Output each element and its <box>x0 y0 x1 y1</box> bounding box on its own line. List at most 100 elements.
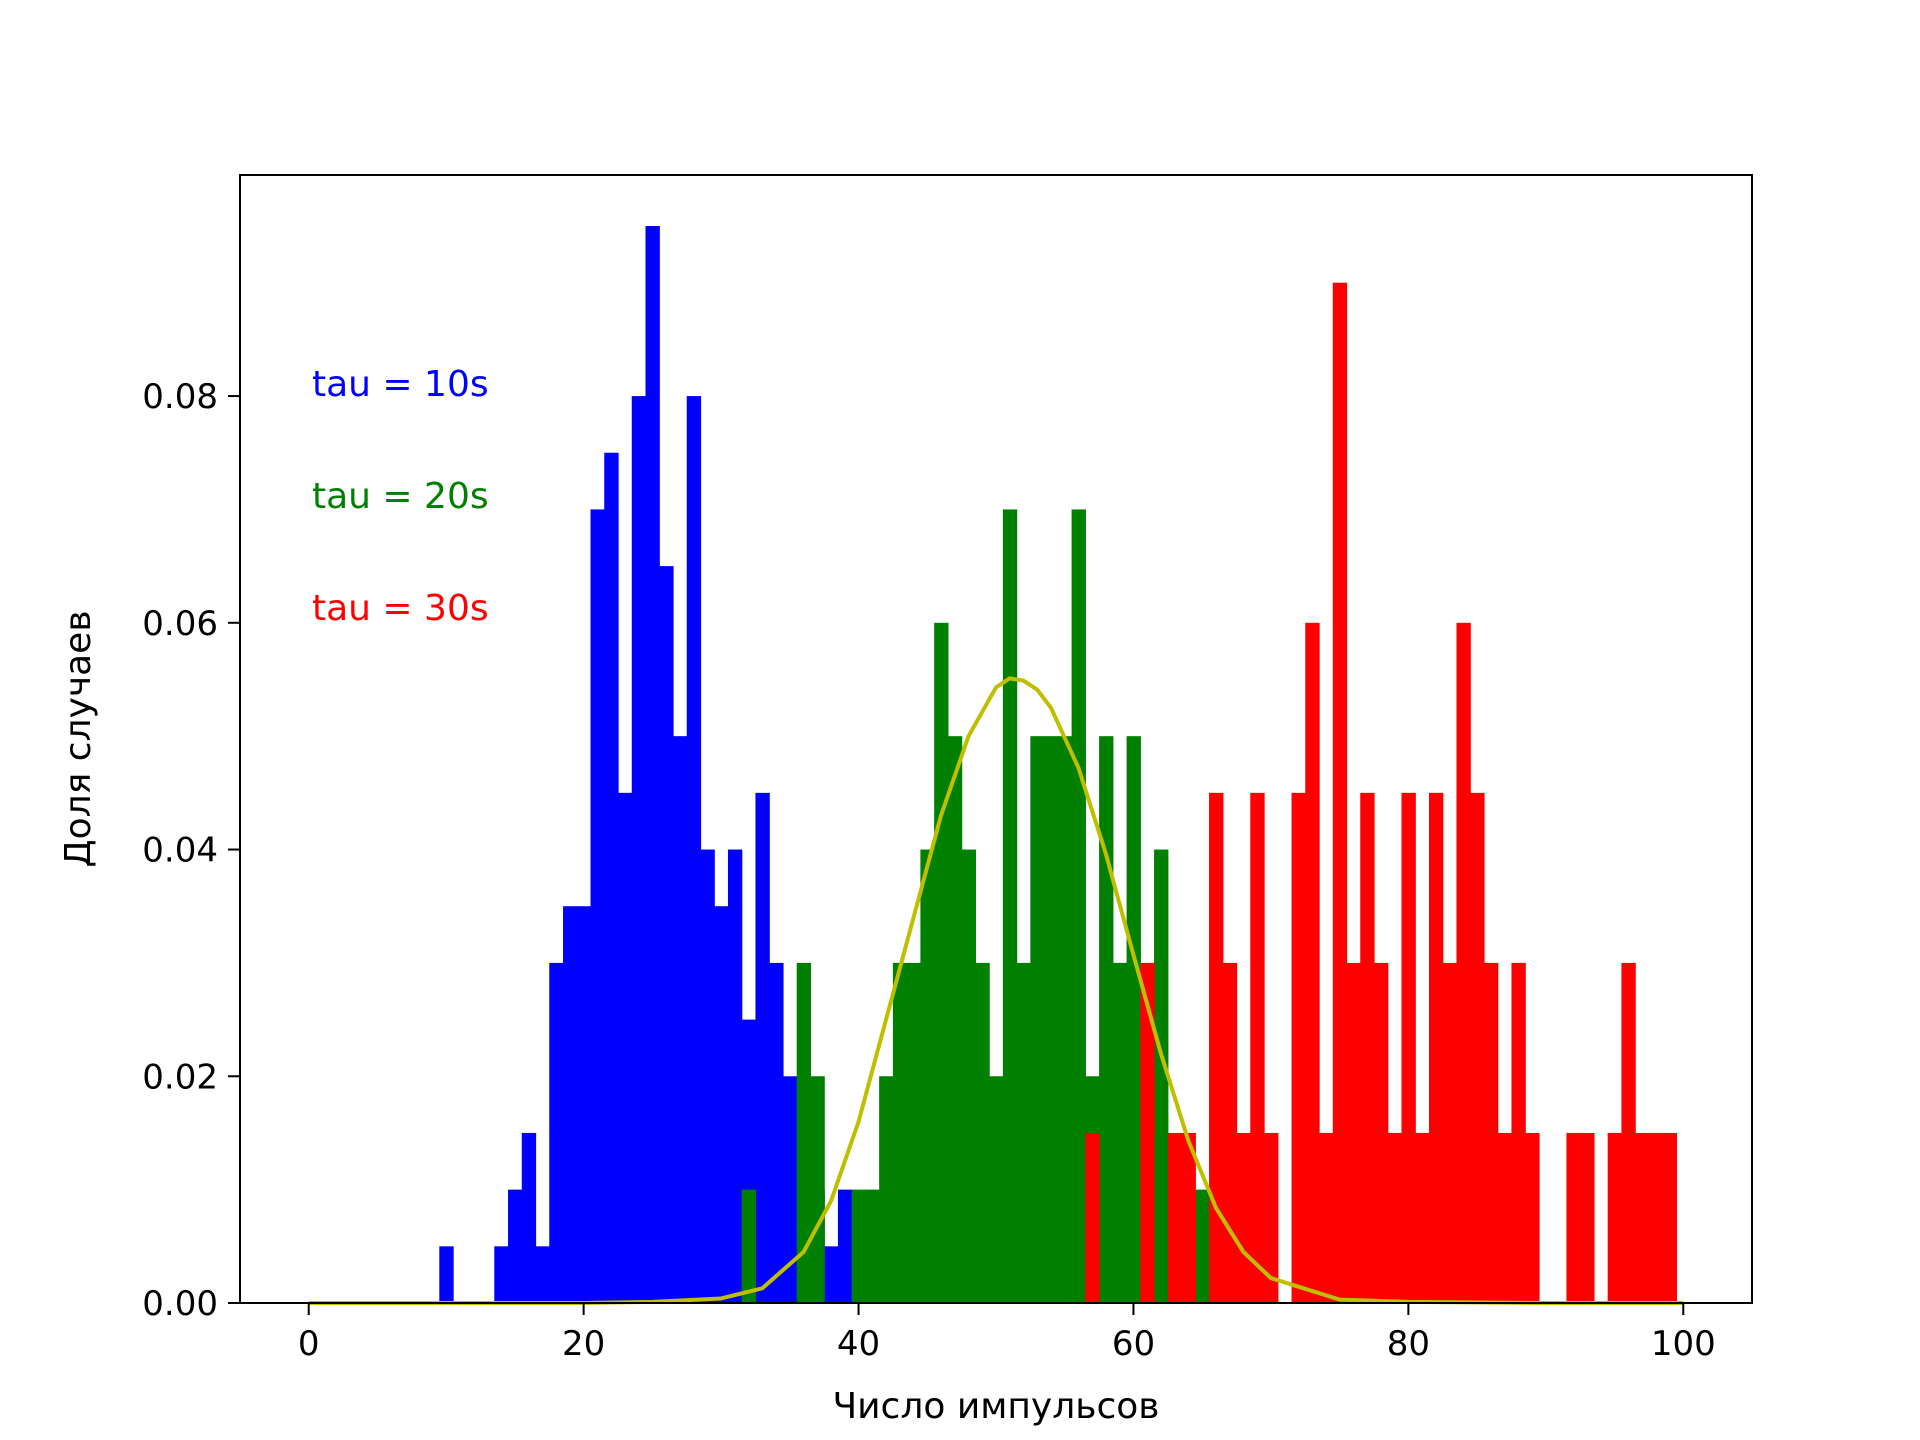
bar-series-1-bin-26 <box>1195 1189 1210 1303</box>
bar-series-0-bin-9 <box>604 452 619 1303</box>
y-tick-label: 0.06 <box>142 604 218 644</box>
bar-series-2-bin-15 <box>1374 962 1389 1303</box>
y-tick-label: 0.08 <box>142 377 218 417</box>
x-tick-label: 60 <box>1112 1324 1155 1364</box>
bar-series-0-bin-4 <box>535 1246 550 1303</box>
legend-label-tau-10s: tau = 10s <box>312 364 489 405</box>
bar-series-2-bin-3 <box>1181 1132 1196 1303</box>
bar-series-0-bin-11 <box>631 396 647 1303</box>
fit-curve-layer <box>308 676 1684 1305</box>
fit-curve <box>308 676 1684 1305</box>
legend-label-tau-20s: tau = 20s <box>312 476 489 517</box>
plot-frame <box>239 174 1753 1304</box>
bar-series-1-bin-22 <box>1099 736 1114 1303</box>
bar-series-2-bin-14 <box>1360 792 1375 1303</box>
bar-series-1-bin-5 <box>865 1189 880 1303</box>
bar-series-0-bin-0 <box>439 1246 454 1303</box>
bar-series-2-bin-7 <box>1250 792 1265 1303</box>
bar-series-0-bin-8 <box>590 509 605 1303</box>
bar-series-2-bin-28 <box>1580 1132 1595 1303</box>
bar-series-0-bin-14 <box>672 736 688 1303</box>
bar-series-1-bin-18 <box>1044 736 1059 1303</box>
bar-series-2-bin-31 <box>1635 1132 1650 1303</box>
bar-series-2-bin-5 <box>1222 962 1238 1303</box>
bar-series-2-bin-4 <box>1209 792 1224 1303</box>
bar-series-2-bin-30 <box>1621 962 1636 1303</box>
bar-series-2-bin-18 <box>1415 1132 1430 1303</box>
bar-series-2-bin-2 <box>1167 1132 1183 1303</box>
bar-series-2-bin-16 <box>1387 1132 1403 1303</box>
bar-series-1-bin-13 <box>975 962 990 1303</box>
bar-series-1-bin-9 <box>920 849 935 1303</box>
bar-series-0-bin-1 <box>494 1246 509 1303</box>
x-tick-label: 100 <box>1651 1324 1716 1364</box>
legend-label-tau-30s: tau = 30s <box>312 588 489 629</box>
bar-series-1-bin-23 <box>1112 962 1128 1303</box>
bar-series-0-bin-13 <box>659 566 674 1303</box>
bar-series-0-bin-22 <box>782 1076 798 1303</box>
bar-series-2-bin-19 <box>1428 792 1444 1303</box>
y-tick-label: 0.00 <box>142 1284 218 1324</box>
bar-series-1-bin-17 <box>1030 736 1045 1303</box>
bar-series-1-bin-7 <box>892 962 908 1303</box>
bar-series-1-bin-6 <box>879 1076 894 1303</box>
bar-series-0-bin-3 <box>521 1132 537 1303</box>
x-tick-label: 0 <box>298 1324 320 1364</box>
bar-series-2-bin-6 <box>1236 1132 1251 1303</box>
bar-series-2-bin-32 <box>1648 1132 1664 1303</box>
bar-series-1-bin-19 <box>1057 736 1073 1303</box>
y-axis-ticks: 0.00 0.02 0.04 0.06 0.08 <box>142 377 240 1324</box>
bar-series-0-bin-12 <box>645 226 660 1303</box>
bar-series-1-bin-8 <box>906 962 921 1303</box>
bar-series-2-bin-26 <box>1525 1132 1540 1303</box>
bar-series-1-bin-11 <box>947 736 963 1303</box>
bar-series-1-bin-12 <box>961 849 976 1303</box>
bar-series-2-bin-29 <box>1607 1132 1623 1303</box>
bar-series-0-bin-17 <box>714 906 729 1303</box>
bar-series-2-bin-11 <box>1319 1132 1334 1303</box>
bar-series-0-bin-16 <box>700 849 715 1303</box>
bar-series-0-bin-18 <box>727 849 743 1303</box>
y-tick-label: 0.04 <box>142 831 218 871</box>
bar-series-0-bin-15 <box>686 396 702 1303</box>
bar-series-1-bin-10 <box>934 622 949 1303</box>
x-tick-label: 40 <box>837 1324 880 1364</box>
bar-series-2-bin-22 <box>1470 792 1485 1303</box>
bar-series-1-bin-20 <box>1071 509 1086 1303</box>
bar-series-2-bin-25 <box>1511 962 1526 1303</box>
x-axis-label: Число импульсов <box>832 1386 1159 1427</box>
bar-series-1-bin-16 <box>1016 962 1031 1303</box>
bar-series-2-bin-17 <box>1401 792 1416 1303</box>
y-tick-label: 0.02 <box>142 1057 218 1097</box>
x-tick-label: 20 <box>562 1324 605 1364</box>
bar-series-2-bin-10 <box>1305 622 1320 1303</box>
bar-series-1-bin-4 <box>851 1189 867 1303</box>
bar-series-2-bin-33 <box>1662 1132 1677 1303</box>
bar-series-0-bin-6 <box>563 906 578 1303</box>
bar-series-2-bin-1 <box>1140 962 1155 1303</box>
bar-series-2-bin-23 <box>1483 962 1499 1303</box>
y-axis-label: Доля случаев <box>58 610 99 867</box>
bar-series-2-bin-0 <box>1085 1132 1100 1303</box>
bar-series-1-bin-2 <box>810 1076 825 1303</box>
bar-series-0-bin-2 <box>508 1189 523 1303</box>
bar-series-0-bin-5 <box>549 962 564 1303</box>
bar-series-0-bin-25 <box>824 1246 839 1303</box>
bar-series-2-bin-21 <box>1456 622 1471 1303</box>
bar-series-2-bin-24 <box>1497 1132 1513 1303</box>
bar-series-2-bin-27 <box>1566 1132 1581 1303</box>
bar-series-1-bin-25 <box>1154 849 1169 1303</box>
bars-layer <box>439 226 1677 1303</box>
bar-series-2-bin-12 <box>1332 282 1348 1303</box>
bar-series-2-bin-20 <box>1442 962 1458 1303</box>
x-tick-label: 80 <box>1387 1324 1430 1364</box>
bar-series-2-bin-13 <box>1346 962 1361 1303</box>
bar-series-0-bin-21 <box>769 962 784 1303</box>
bar-series-1-bin-1 <box>796 962 812 1303</box>
bar-series-2-bin-9 <box>1291 792 1306 1303</box>
bar-series-1-bin-14 <box>989 1076 1004 1303</box>
bar-series-0-bin-7 <box>576 906 592 1303</box>
bar-series-1-bin-24 <box>1126 736 1141 1303</box>
bar-series-0-bin-26 <box>837 1189 853 1303</box>
